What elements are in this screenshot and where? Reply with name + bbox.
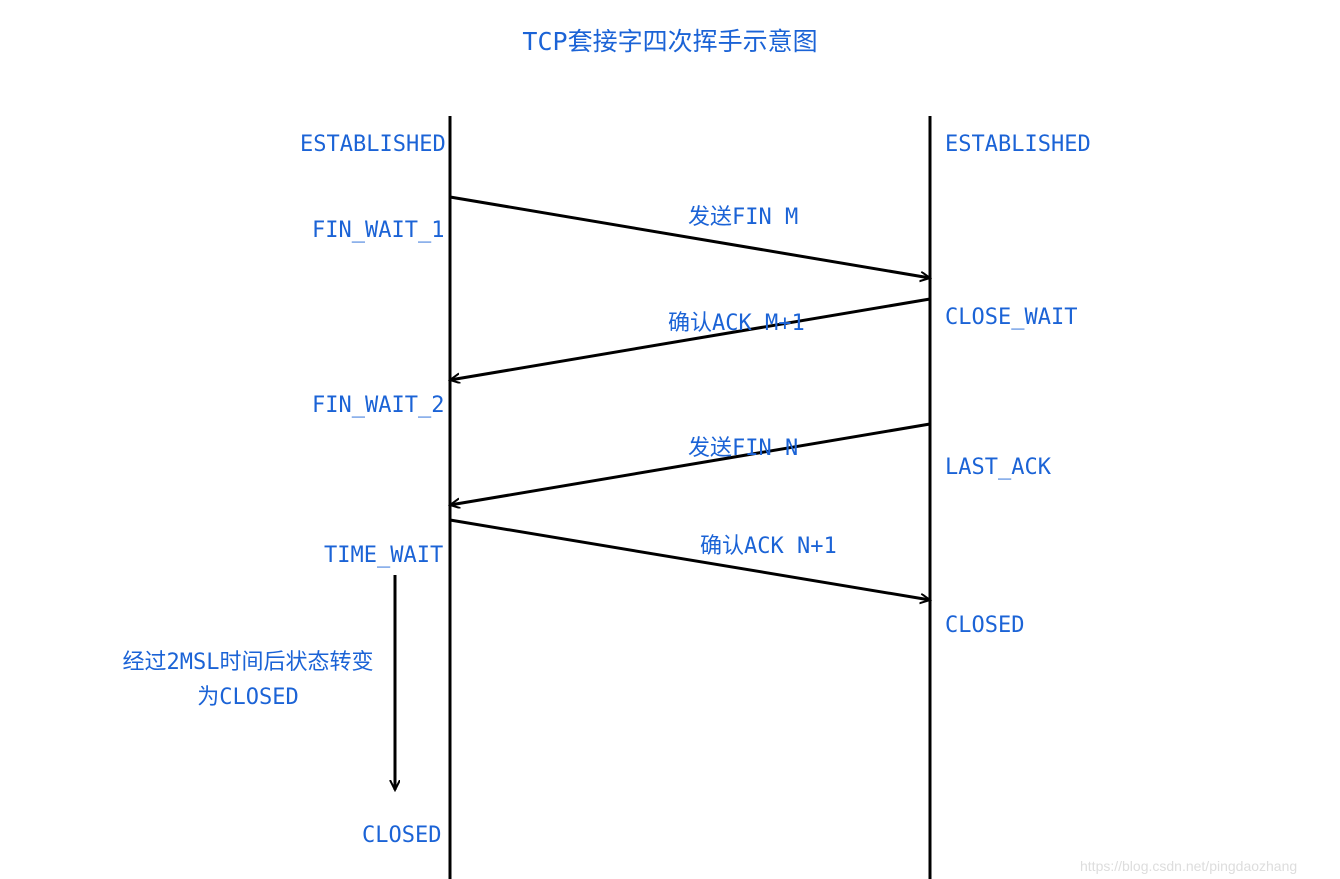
message-label-3: 确认ACK N+1 — [700, 528, 837, 560]
right-state-0: ESTABLISHED — [945, 132, 1091, 157]
message-label-1: 确认ACK M+1 — [668, 305, 805, 337]
msl-note: 经过2MSL时间后状态转变 为CLOSED — [108, 645, 388, 715]
right-state-2: LAST_ACK — [945, 455, 1051, 480]
watermark: https://blog.csdn.net/pingdaozhang — [1080, 858, 1297, 874]
left-state-0: ESTABLISHED — [300, 132, 446, 157]
message-label-2: 发送FIN N — [688, 430, 798, 462]
msl-note-line1: 经过2MSL时间后状态转变 — [108, 645, 388, 680]
left-state-1: FIN_WAIT_1 — [312, 218, 444, 243]
right-state-1: CLOSE_WAIT — [945, 305, 1077, 330]
left-state-4: CLOSED — [362, 823, 441, 848]
diagram-canvas — [0, 0, 1340, 879]
left-state-3: TIME_WAIT — [324, 543, 443, 568]
right-state-3: CLOSED — [945, 613, 1024, 638]
message-label-0: 发送FIN M — [688, 199, 798, 231]
left-state-2: FIN_WAIT_2 — [312, 393, 444, 418]
msl-note-line2: 为CLOSED — [108, 680, 388, 715]
